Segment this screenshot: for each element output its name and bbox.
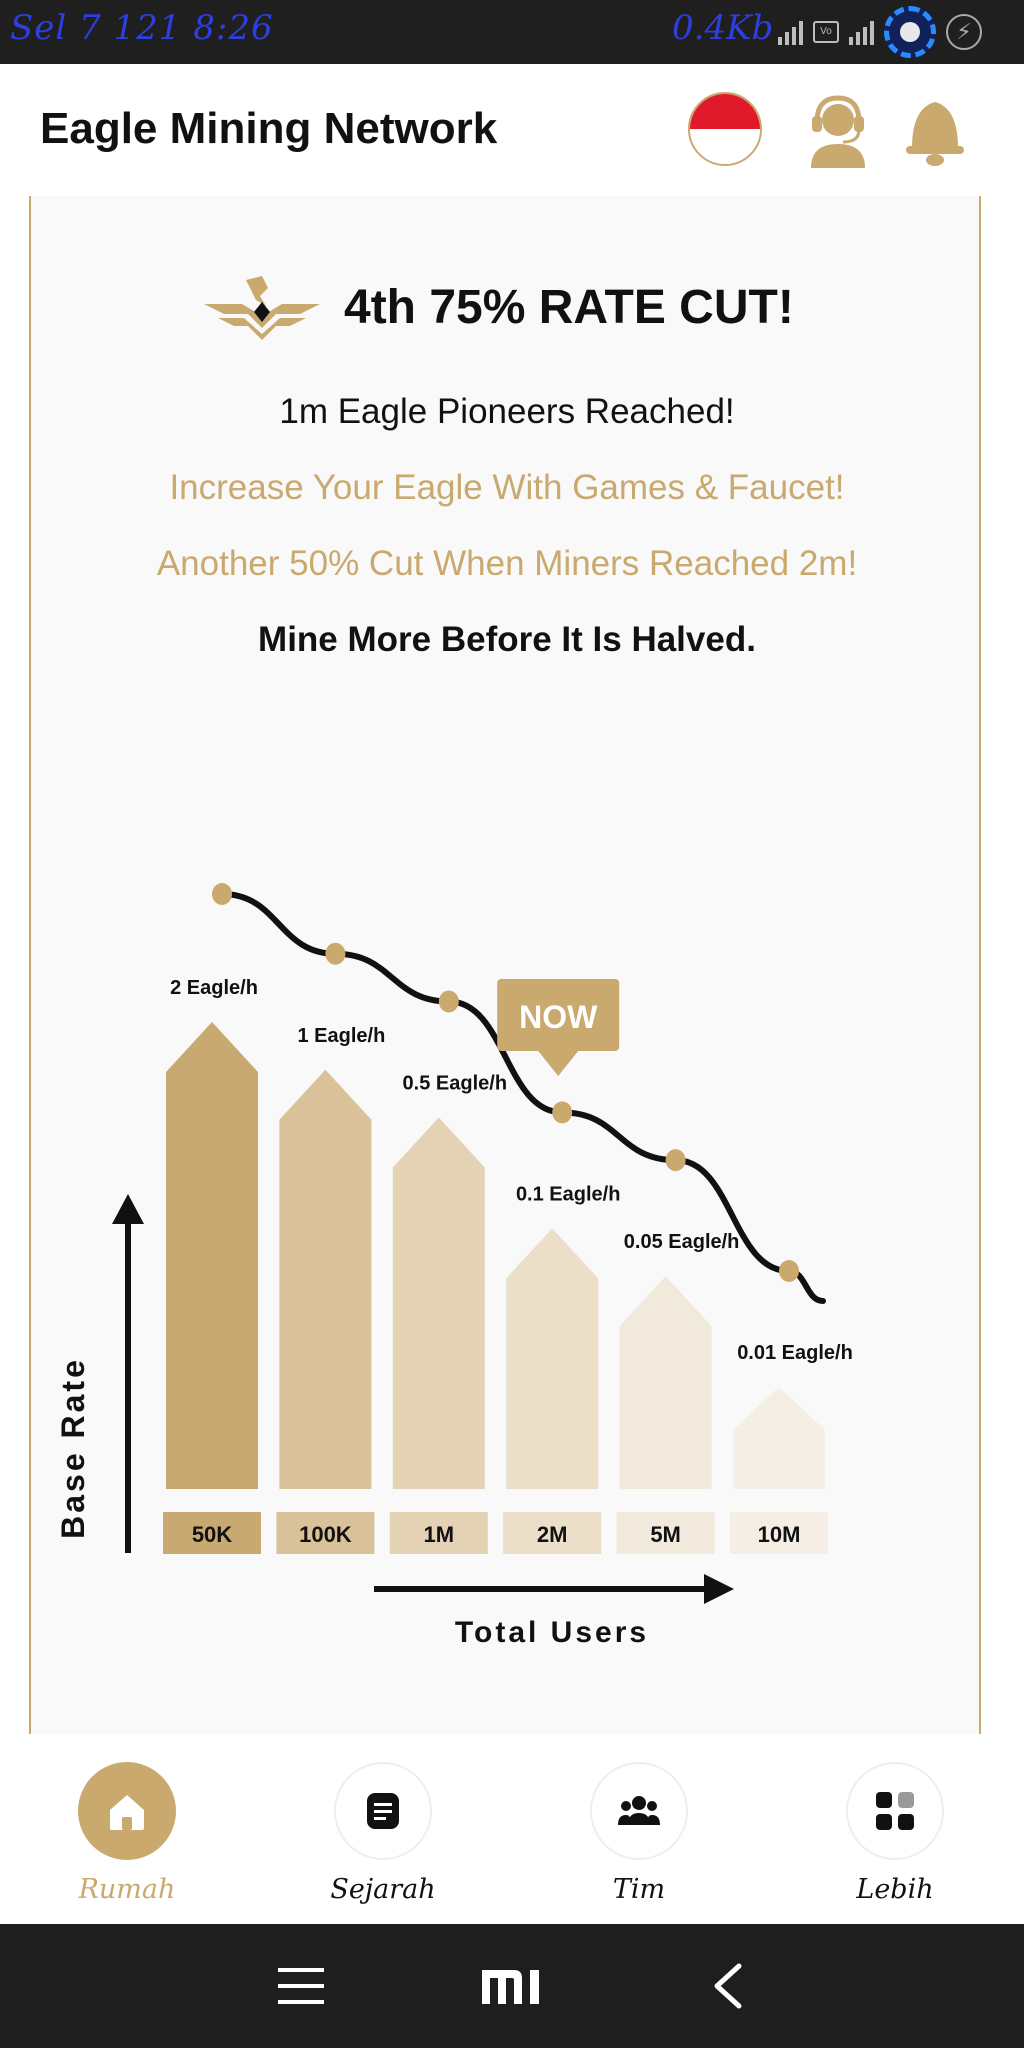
games-faucet-text: Increase Your Eagle With Games & Faucet! (169, 468, 845, 507)
value-label-1m: 0.5 Eagle/h (403, 1073, 508, 1095)
category-label-5m: 5M (650, 1522, 681, 1547)
signal-icon-2 (849, 19, 874, 45)
curve-point-100k (325, 942, 346, 965)
x-axis-label: Total Users (455, 1616, 649, 1649)
category-label-100k: 100K (299, 1522, 352, 1547)
system-nav-bar (0, 1924, 1024, 2048)
nav-label-sejarah: Sejarah (330, 1874, 436, 1905)
bar-10m (733, 1387, 825, 1489)
category-label-2m: 2M (537, 1522, 568, 1547)
bar-50k (166, 1022, 258, 1489)
signal-icon (778, 19, 803, 45)
curve-point-5m (665, 1149, 686, 1172)
category-box-100k (276, 1512, 375, 1554)
nav-label-tim: Tim (612, 1874, 666, 1905)
headline: 4th 75% RATE CUT! (344, 281, 794, 334)
home-icon (78, 1762, 176, 1860)
category-box-1m (389, 1512, 488, 1554)
y-axis-arrow (112, 1194, 144, 1224)
nav-item-tim[interactable]: Tim (584, 1762, 694, 1905)
category-label-1m: 1M (424, 1522, 455, 1547)
main-content: 4th 75% RATE CUT! 1m Eagle Pioneers Reac… (0, 196, 1024, 1734)
menu-icon[interactable] (266, 1960, 336, 2012)
mine-more-text: Mine More Before It Is Halved. (258, 620, 756, 659)
y-axis-label: Base Rate (55, 1357, 91, 1539)
team-icon (590, 1762, 688, 1860)
rate-chart: 2 Eagle/h 1 Eagle/h 0.5 Eagle/h 0.1 Eagle/h… (55, 883, 853, 1649)
category-box-10m (730, 1512, 828, 1554)
category-box-2m (503, 1512, 602, 1554)
volte-icon: Vo (813, 21, 839, 43)
status-bar: Sel 7 121 8:26 0.4Kb Vo ⚡ (0, 0, 1024, 64)
app-status-icon (884, 6, 936, 58)
nav-label-lebih: Lebih (856, 1874, 934, 1905)
status-time: Sel 7 121 8:26 (10, 8, 274, 48)
status-icons: Vo ⚡ (778, 6, 982, 58)
nav-item-rumah[interactable]: Rumah (72, 1762, 182, 1905)
category-box-50k (163, 1512, 261, 1554)
value-label-100k: 1 Eagle/h (297, 1025, 385, 1047)
value-label-5m: 0.05 Eagle/h (624, 1231, 740, 1253)
charging-icon: ⚡ (946, 14, 982, 50)
now-label: NOW (519, 999, 598, 1035)
value-label-2m: 0.1 Eagle/h (516, 1183, 621, 1205)
bar-5m (619, 1276, 712, 1489)
x-axis-arrow (704, 1574, 734, 1604)
flag-indonesia-icon[interactable] (688, 92, 762, 166)
bar-100k (279, 1069, 372, 1489)
bar-2m (506, 1228, 599, 1489)
network-speed: 0.4Kb (672, 8, 774, 48)
now-marker: NOW (497, 979, 620, 1076)
app-title: Eagle Mining Network (40, 104, 498, 153)
pioneers-reached-text: 1m Eagle Pioneers Reached! (279, 392, 735, 431)
value-label-50k: 2 Eagle/h (170, 977, 258, 999)
eagle-logo-icon (204, 276, 320, 340)
nav-item-sejarah[interactable]: Sejarah (328, 1762, 438, 1905)
nav-item-lebih[interactable]: Lebih (840, 1762, 950, 1905)
history-icon (334, 1762, 432, 1860)
category-label-10m: 10M (758, 1522, 801, 1547)
bottom-nav: Rumah Sejarah Tim Lebih (0, 1734, 1024, 1924)
curve-point-10m (779, 1260, 799, 1282)
app-header: Eagle Mining Network (0, 64, 1024, 196)
headline-row: 4th 75% RATE CUT! (31, 276, 983, 346)
more-grid-icon (846, 1762, 944, 1860)
back-icon[interactable] (694, 1960, 764, 2012)
curve-point-50k (212, 883, 232, 905)
curve-point-2m (552, 1101, 573, 1124)
next-cut-text: Another 50% Cut When Miners Reached 2m! (156, 544, 858, 583)
mi-home-icon[interactable] (476, 1960, 546, 2012)
bar-1m (392, 1117, 485, 1489)
category-box-5m (616, 1512, 715, 1554)
bell-icon[interactable] (902, 92, 968, 168)
category-label-50k: 50K (192, 1522, 232, 1547)
value-label-10m: 0.01 Eagle/h (737, 1342, 853, 1364)
nav-label-rumah: Rumah (78, 1874, 176, 1905)
customer-support-icon[interactable] (803, 90, 873, 168)
curve-point-1m (438, 990, 459, 1013)
